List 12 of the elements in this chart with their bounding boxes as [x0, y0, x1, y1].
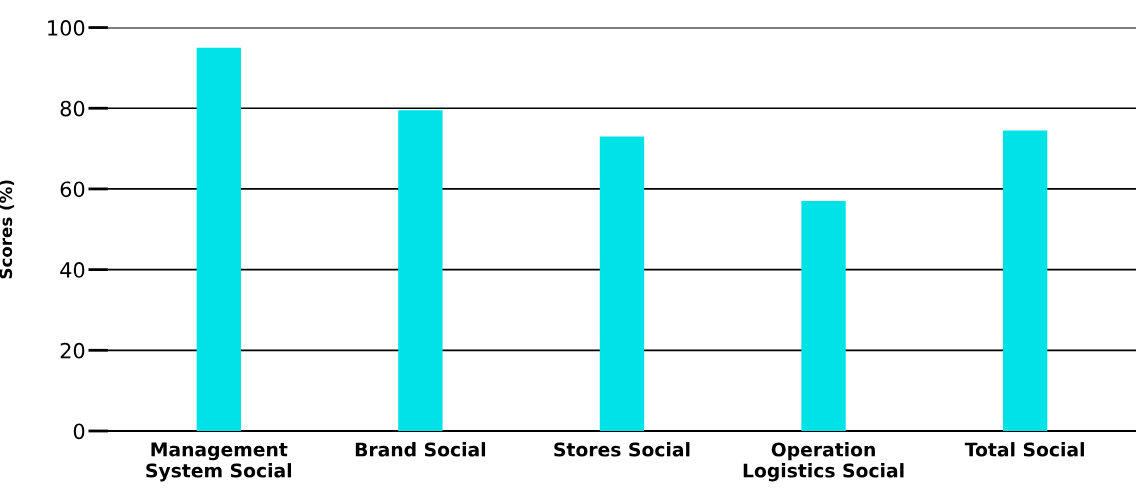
x-tick-label: Operation Logistics Social [743, 442, 904, 482]
y-tick-label: 60 [60, 181, 85, 198]
y-tick-label: 100 [48, 20, 85, 36]
x-tick-label: Management System Social [146, 442, 292, 482]
x-tick-label: Total Social [964, 442, 1084, 457]
x-tick-label: Brand Social [355, 442, 486, 457]
y-tick-label: 80 [60, 100, 85, 117]
y-axis-title: Scores (%) [0, 180, 15, 279]
y-tick-label: 40 [60, 262, 85, 278]
y-tick-label: 0 [73, 423, 85, 440]
x-tick-label: Stores Social [554, 442, 690, 457]
y-tick-label: 20 [60, 342, 85, 359]
